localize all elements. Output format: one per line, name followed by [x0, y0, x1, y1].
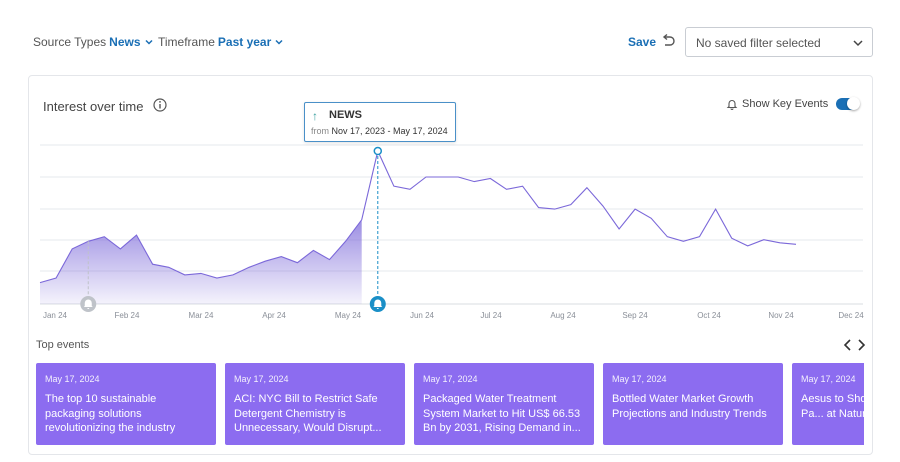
chevron-down-icon	[275, 39, 283, 45]
saved-filter-value: No saved filter selected	[696, 36, 821, 50]
event-headline: Aesus to Showcase Changing Pa... at Natu…	[801, 393, 864, 420]
tooltip-title: NEWS	[329, 109, 362, 121]
x-tick-label: May 24	[335, 311, 362, 320]
key-events-control: Show Key Events	[726, 97, 861, 110]
x-tick-label: Jun 24	[410, 311, 435, 320]
x-tick-label: Mar 24	[189, 311, 214, 320]
chevron-left-icon[interactable]	[842, 338, 854, 352]
event-card[interactable]: May 17, 2024 ACI: NYC Bill to Restrict S…	[225, 363, 405, 445]
bell-icon	[726, 100, 738, 110]
info-icon[interactable]	[153, 98, 167, 112]
top-events-title: Top events	[36, 339, 90, 351]
event-headline: The top 10 sustainable packaging solutio…	[45, 393, 176, 434]
event-card[interactable]: May 17, 2024 Aesus to Showcase Changing …	[792, 363, 864, 445]
source-types-filter[interactable]: Source Types News	[33, 35, 154, 49]
save-button[interactable]: Save	[628, 35, 657, 49]
x-axis-ticks: Jan 24 Feb 24 Mar 24 Apr 24 May 24 Jun 24 Jul …	[43, 311, 864, 320]
x-tick-label: Jul 24	[480, 311, 502, 320]
arrow-up-icon: ↑	[312, 109, 318, 123]
x-tick-label: Sep 24	[622, 311, 648, 320]
event-date: May 17, 2024	[423, 374, 478, 384]
bell-icon	[83, 299, 93, 309]
event-card[interactable]: May 17, 2024 Bottled Water Market Growth…	[603, 363, 783, 445]
tooltip-range: from Nov 17, 2023 - May 17, 2024	[311, 126, 448, 136]
x-tick-label: Nov 24	[768, 311, 794, 320]
timeframe-filter[interactable]: Timeframe Past year	[158, 35, 284, 49]
x-tick-label: Dec 24	[838, 311, 864, 320]
source-types-label: Source Types	[33, 35, 107, 49]
event-date: May 17, 2024	[612, 374, 667, 384]
chevron-down-icon	[853, 40, 863, 47]
filter-bar: Source Types News Timeframe Past year Sa…	[0, 0, 900, 76]
timeframe-value: Past year	[217, 35, 272, 49]
event-card[interactable]: May 17, 2024 The top 10 sustainable pack…	[36, 363, 216, 445]
tooltip-from-label: from	[311, 126, 329, 136]
x-tick-label: Aug 24	[550, 311, 576, 320]
x-tick-label: Jan 24	[43, 311, 68, 320]
event-headline: ACI: NYC Bill to Restrict Safe Detergent…	[234, 393, 382, 434]
event-headline: Bottled Water Market Growth Projections …	[612, 393, 767, 420]
chevron-down-icon	[144, 39, 153, 45]
chevron-right-icon[interactable]	[855, 338, 867, 352]
tooltip-range-value: Nov 17, 2023 - May 17, 2024	[331, 126, 448, 136]
show-key-events-label: Show Key Events	[742, 98, 829, 110]
timeframe-label: Timeframe	[158, 35, 215, 49]
key-event-markers	[80, 146, 386, 312]
selected-point[interactable]	[373, 146, 383, 156]
source-types-value: News	[109, 35, 141, 49]
show-key-events-toggle[interactable]	[836, 97, 861, 110]
interest-line	[39, 149, 797, 284]
x-tick-label: Feb 24	[115, 311, 140, 320]
x-tick-label: Apr 24	[262, 311, 286, 320]
event-card[interactable]: May 17, 2024 Packaged Water Treatment Sy…	[414, 363, 594, 445]
event-date: May 17, 2024	[45, 374, 100, 384]
chart-tooltip: ↑ NEWS from Nov 17, 2023 - May 17, 2024	[304, 102, 456, 142]
event-date: May 17, 2024	[801, 374, 856, 384]
bell-icon	[373, 299, 383, 309]
interest-area	[40, 219, 362, 304]
toggle-knob	[847, 97, 861, 110]
saved-filter-select[interactable]: No saved filter selected	[685, 27, 873, 57]
event-headline: Packaged Water Treatment System Market t…	[423, 393, 581, 434]
card-title: Interest over time	[43, 99, 144, 114]
top-events-strip: May 17, 2024 The top 10 sustainable pack…	[36, 363, 864, 445]
x-tick-label: Oct 24	[697, 311, 721, 320]
undo-icon[interactable]	[660, 33, 676, 49]
event-date: May 17, 2024	[234, 374, 289, 384]
